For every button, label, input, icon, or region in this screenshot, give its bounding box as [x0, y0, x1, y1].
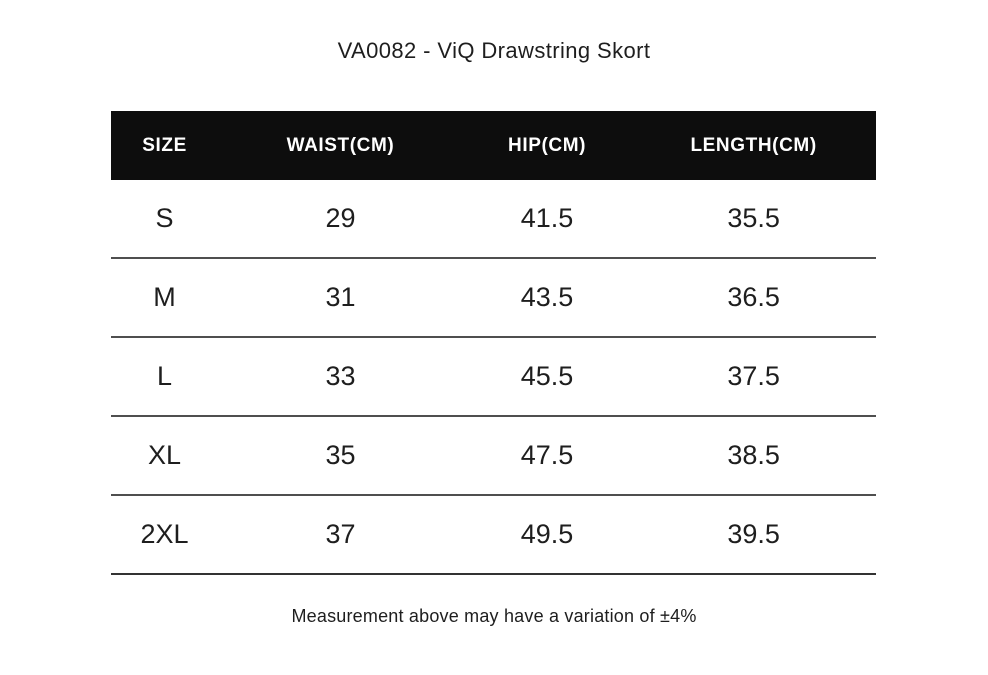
table-row: XL 35 47.5 38.5 [111, 416, 876, 496]
column-header-waist: WAIST(CM) [218, 111, 463, 180]
cell-hip: 43.5 [462, 258, 632, 338]
table-row: M 31 43.5 36.5 [111, 258, 876, 338]
cell-length: 36.5 [631, 258, 876, 338]
cell-waist: 37 [218, 495, 463, 575]
table-row: 2XL 37 49.5 39.5 [111, 495, 876, 575]
cell-size: M [111, 258, 219, 338]
cell-waist: 31 [218, 258, 463, 338]
measurement-variation-footnote: Measurement above may have a variation o… [291, 606, 697, 626]
cell-waist: 35 [218, 416, 463, 496]
size-chart-table: SIZE WAIST(CM) HIP(CM) LENGTH(CM) S 29 4… [111, 111, 876, 575]
column-header-hip: HIP(CM) [462, 111, 632, 180]
cell-size: L [111, 337, 219, 417]
cell-hip: 49.5 [462, 495, 632, 575]
cell-waist: 33 [218, 337, 463, 417]
cell-length: 39.5 [631, 495, 876, 575]
table-row: S 29 41.5 35.5 [111, 180, 876, 259]
cell-size: XL [111, 416, 219, 496]
cell-hip: 47.5 [462, 416, 632, 496]
cell-size: S [111, 180, 219, 259]
column-header-size: SIZE [111, 111, 219, 180]
page-title: VA0082 - ViQ Drawstring Skort [337, 38, 651, 63]
cell-length: 38.5 [631, 416, 876, 496]
cell-hip: 41.5 [462, 180, 632, 259]
cell-waist: 29 [218, 180, 463, 259]
cell-hip: 45.5 [462, 337, 632, 417]
table-header-row: SIZE WAIST(CM) HIP(CM) LENGTH(CM) [111, 111, 876, 180]
cell-length: 35.5 [631, 180, 876, 259]
column-header-length: LENGTH(CM) [631, 111, 876, 180]
cell-size: 2XL [111, 495, 219, 575]
table-row: L 33 45.5 37.5 [111, 337, 876, 417]
cell-length: 37.5 [631, 337, 876, 417]
